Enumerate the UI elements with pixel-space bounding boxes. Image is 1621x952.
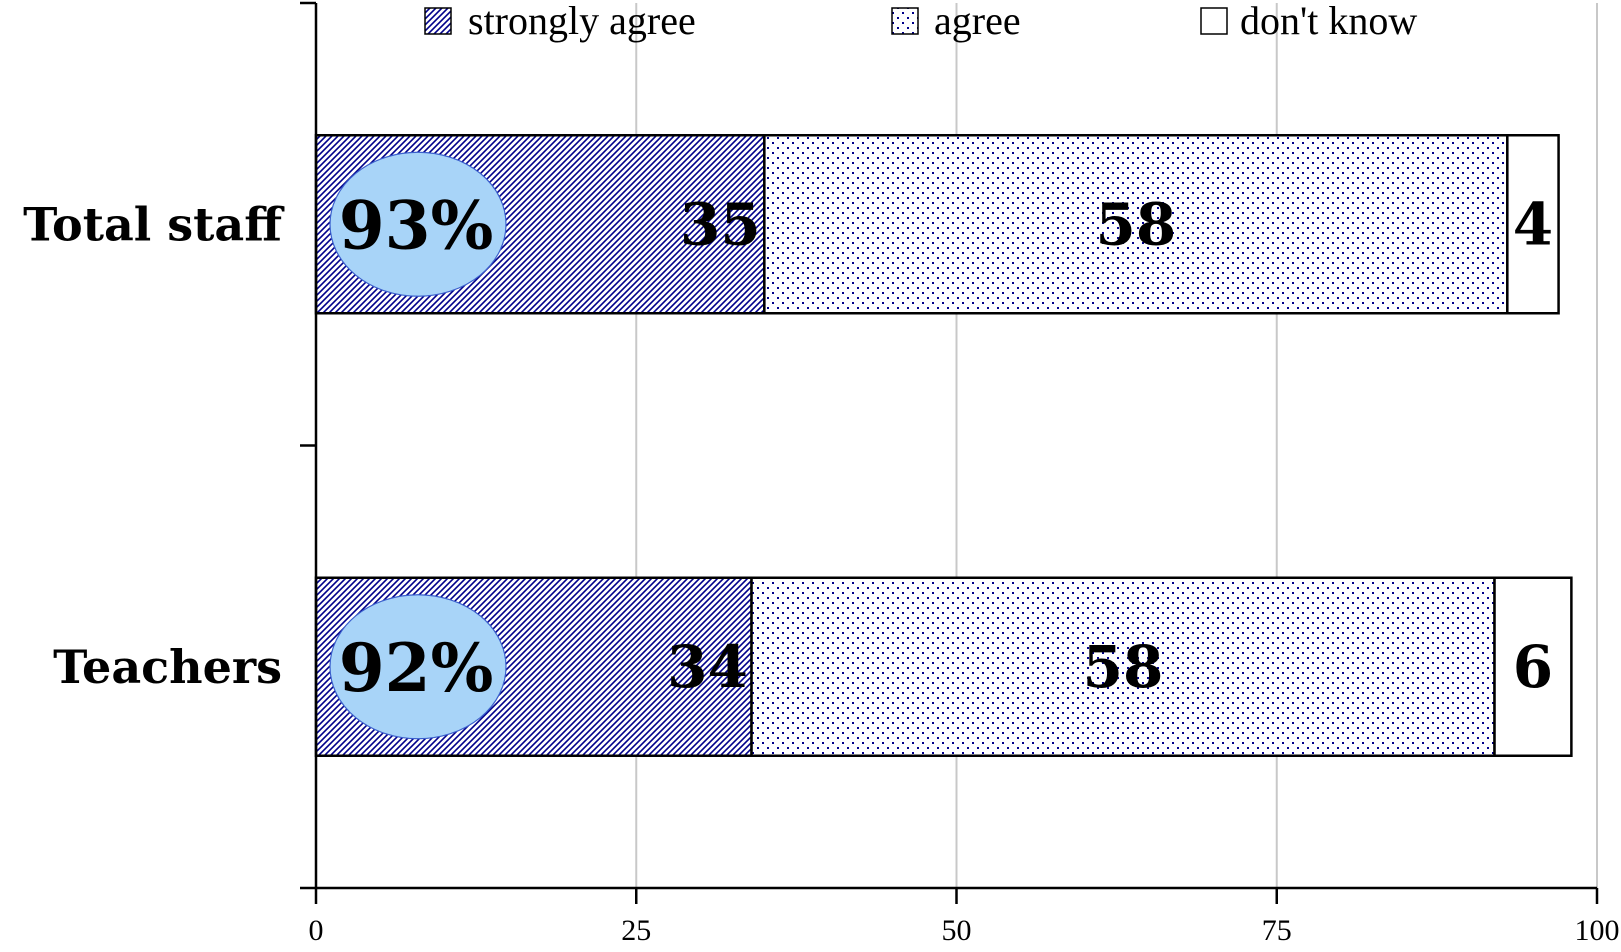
data-label: 58	[1095, 190, 1176, 258]
category-label: Total staff	[23, 197, 285, 251]
axes: 0 25 50 75 100	[300, 1, 1620, 947]
x-tick-label: 100	[1575, 914, 1620, 947]
data-label: 34	[667, 633, 748, 701]
data-label: 4	[1513, 190, 1553, 258]
legend-label: strongly agree	[468, 0, 696, 43]
legend: strongly agree agree don't know	[424, 0, 1417, 43]
labels: 35 58 4 93% Total staff 34 58 6 92% Teachers	[23, 151, 1553, 740]
percent-callout-label: 93%	[339, 186, 494, 264]
bar-segment-agree	[763, 134, 1509, 315]
x-tick-label: 25	[621, 914, 651, 947]
category-label: Teachers	[53, 640, 282, 694]
x-tick-label: 75	[1262, 914, 1292, 947]
legend-swatch	[891, 7, 919, 35]
bar-segment-agree	[750, 576, 1496, 757]
percent-callout-bubble	[329, 594, 507, 740]
x-tick-label: 50	[942, 914, 972, 947]
percent-callout-label: 92%	[339, 629, 494, 707]
data-label: 58	[1083, 633, 1164, 701]
bar-segment-don-t-know	[1493, 576, 1573, 757]
data-label: 6	[1513, 633, 1553, 701]
legend-label: agree	[934, 0, 1021, 43]
legend-label: don't know	[1240, 0, 1417, 43]
legend-swatch	[1200, 7, 1228, 35]
legend-swatch	[424, 7, 452, 35]
data-label: 35	[680, 190, 761, 258]
x-tick-label: 0	[309, 914, 324, 947]
percent-callout-bubble	[329, 151, 507, 297]
bar-segment-don-t-know	[1506, 134, 1560, 315]
